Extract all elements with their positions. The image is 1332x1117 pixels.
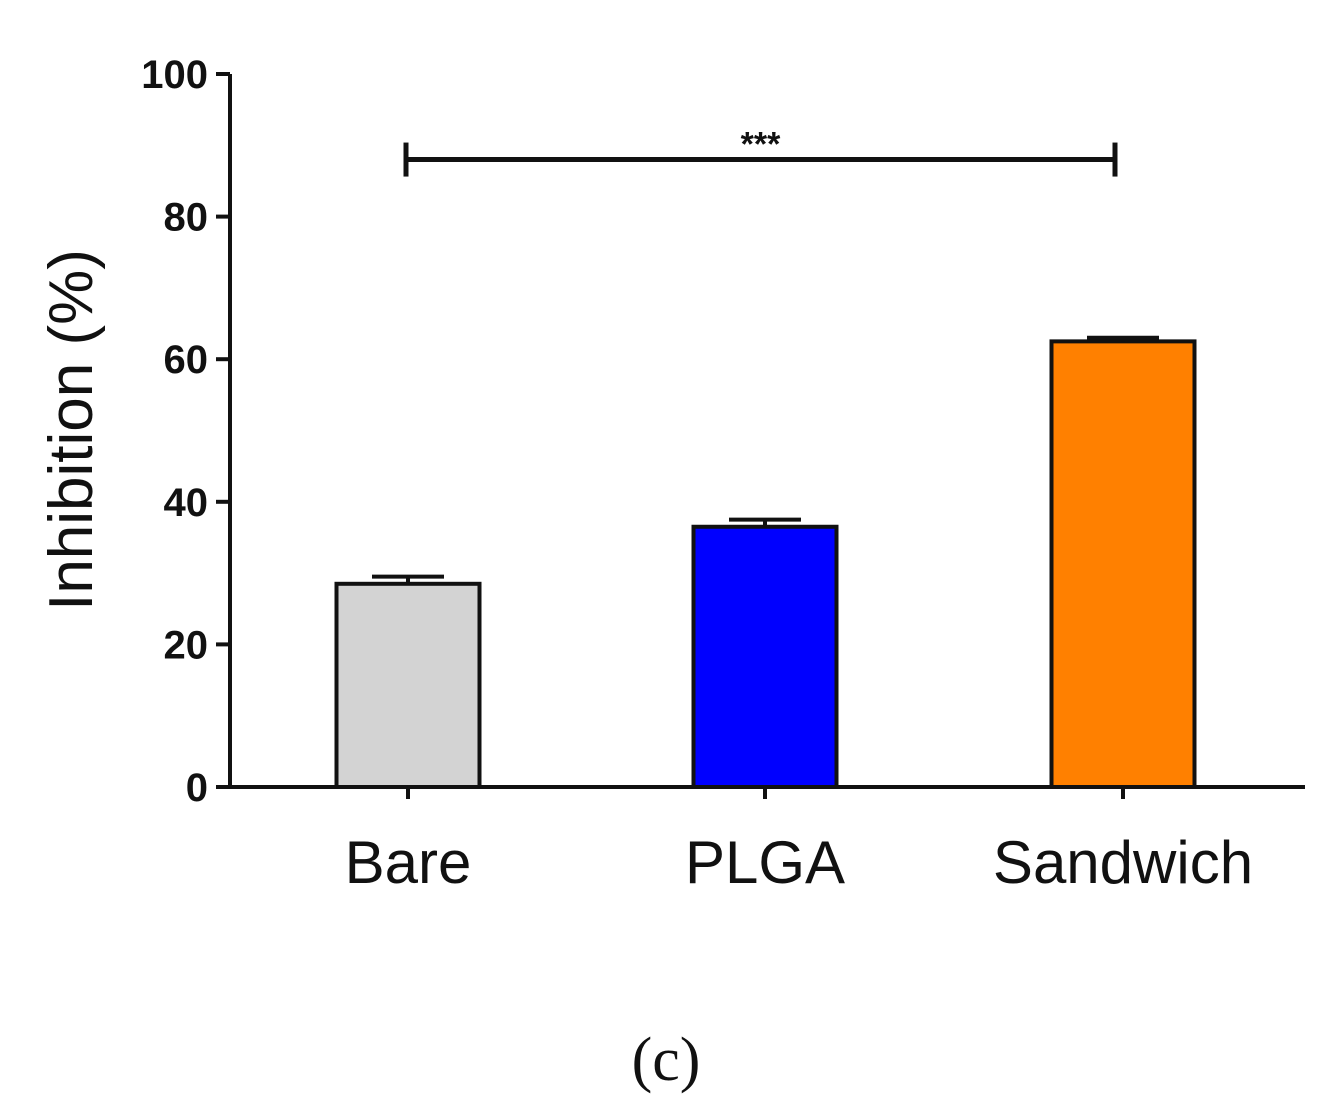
y-tick-label: 60 xyxy=(164,338,209,382)
bar-sandwich xyxy=(1049,339,1197,789)
y-axis: 0 20 40 60 80 100 xyxy=(141,53,232,810)
x-axis: Bare PLGA Sandwich xyxy=(228,785,1305,896)
x-tick-label: Bare xyxy=(345,829,472,896)
bars xyxy=(334,335,1197,789)
significance-label: *** xyxy=(741,126,781,164)
y-tick-label: 80 xyxy=(164,196,209,240)
bar-plga xyxy=(691,524,839,789)
x-tick-label: PLGA xyxy=(685,829,845,896)
y-tick-label: 20 xyxy=(164,623,209,667)
significance-bracket: *** xyxy=(403,126,1118,177)
panel-label: (c) xyxy=(631,1026,701,1094)
y-tick-label: 40 xyxy=(164,481,209,525)
bar-bare xyxy=(334,581,482,789)
y-tick-label: 100 xyxy=(141,53,208,97)
x-tick-label: Sandwich xyxy=(993,829,1253,896)
bar-chart: Inhibition (%) 0 20 40 60 80 100 Bare PLGA Sand… xyxy=(37,53,1305,896)
y-tick-label: 0 xyxy=(186,766,208,810)
y-axis-title: Inhibition (%) xyxy=(37,249,106,611)
